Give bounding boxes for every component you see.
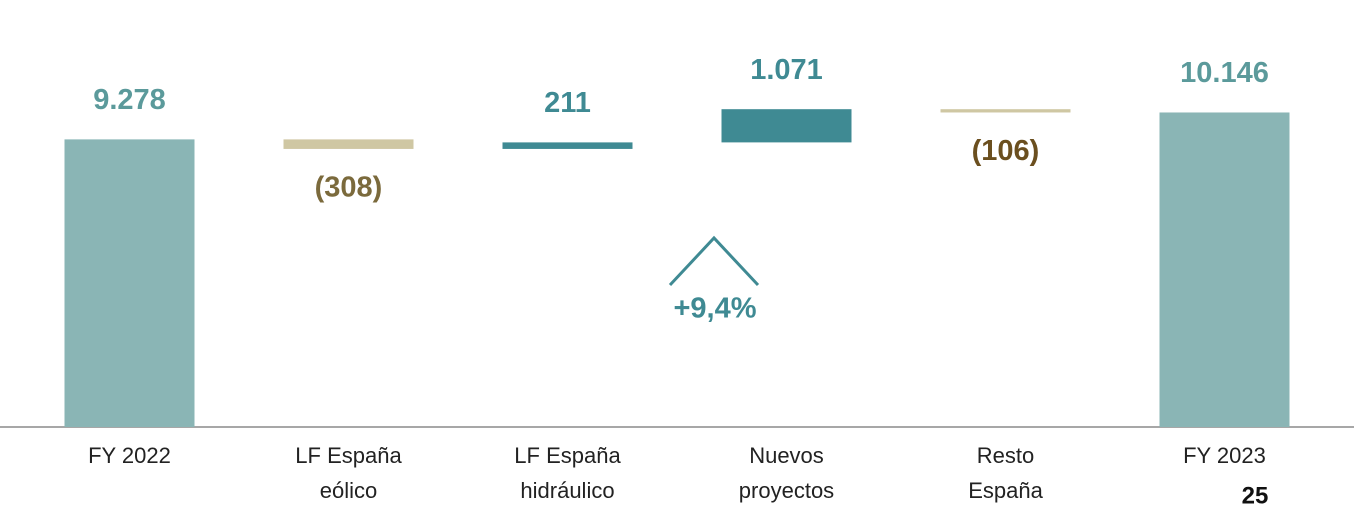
x-tick-label: hidráulico [520,478,614,503]
x-tick-label: proyectos [739,478,834,503]
bar [721,109,852,143]
bar [1159,112,1290,427]
x-tick-label: FY 2022 [88,443,171,468]
value-label: 1.071 [750,54,823,86]
value-label: (308) [315,172,383,204]
value-label: (106) [972,135,1040,167]
x-tick-label: FY 2023 [1183,443,1266,468]
bar [64,139,195,427]
x-tick-label: LF España [514,443,621,468]
growth-caret [668,235,760,287]
value-label: 9.278 [93,84,166,116]
value-label: 10.146 [1180,57,1269,89]
growth-annotation: +9,4% [673,293,756,325]
x-tick-label: LF España [295,443,402,468]
bar [940,109,1071,113]
x-tick-label: España [968,478,1043,503]
bar [283,139,414,149]
x-tick-label: eólico [320,478,377,503]
x-tick-label: Resto [977,443,1034,468]
value-label: 211 [544,87,591,119]
bar [502,142,633,149]
x-tick-label: Nuevos [749,443,824,468]
page-number: 25 [1242,482,1269,509]
